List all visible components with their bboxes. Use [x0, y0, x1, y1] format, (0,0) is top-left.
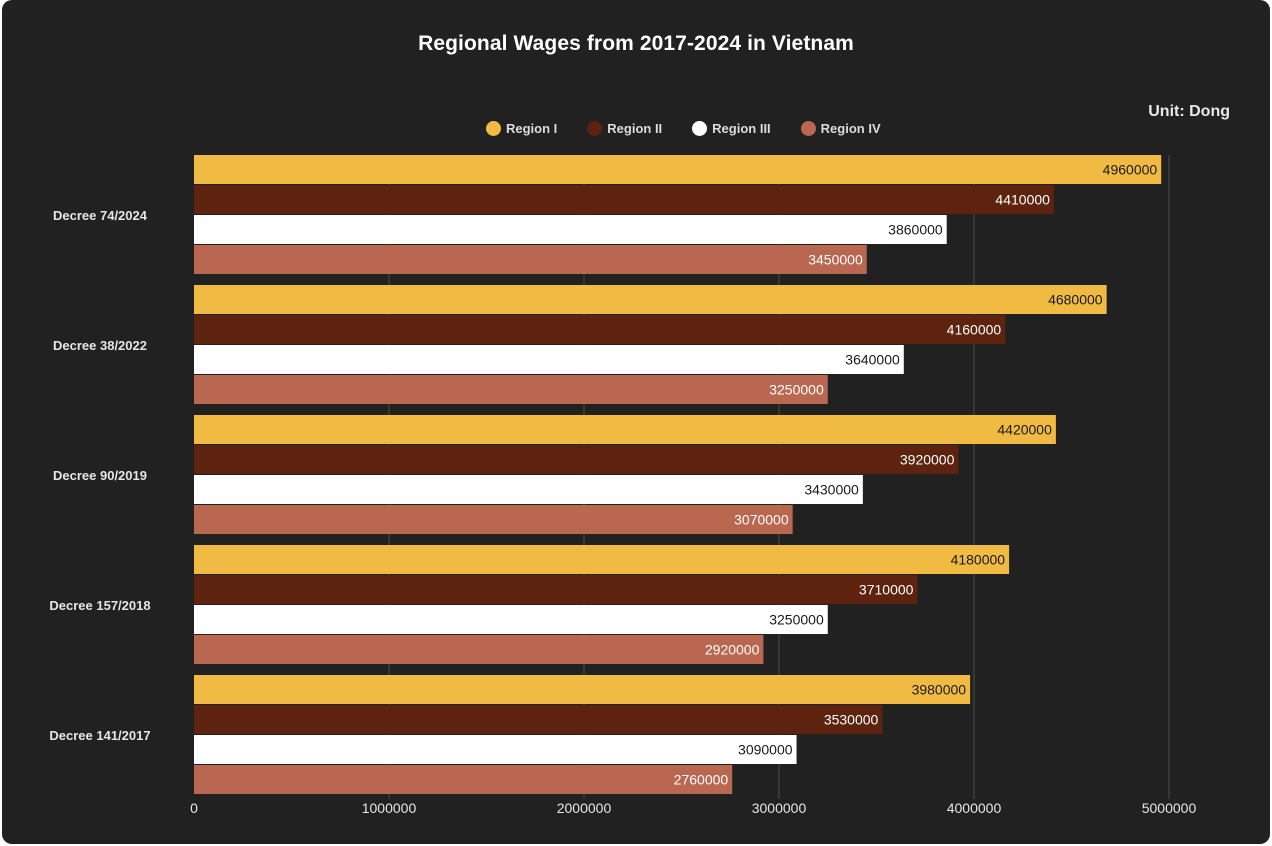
- category-label: Decree 38/2022: [53, 338, 147, 353]
- data-label: 4420000: [997, 422, 1052, 438]
- bar: [194, 285, 1107, 314]
- legend-item[interactable]: Region I: [486, 120, 558, 136]
- x-tick-label: 4000000: [947, 800, 1002, 816]
- bar: [194, 765, 733, 794]
- legend-swatch: [486, 120, 501, 136]
- bar: [194, 345, 904, 374]
- data-label: 3980000: [912, 682, 967, 698]
- bar: [194, 185, 1054, 214]
- bar: [194, 605, 828, 634]
- data-label: 3430000: [804, 482, 859, 498]
- bar: [194, 415, 1056, 444]
- legend-item[interactable]: Region III: [692, 120, 771, 136]
- x-tick-label: 0: [190, 800, 198, 816]
- data-label: 3710000: [859, 582, 914, 598]
- bar: [194, 375, 828, 404]
- bar: [194, 155, 1162, 184]
- data-label: 3090000: [738, 742, 793, 758]
- category-label: Decree 74/2024: [53, 208, 148, 223]
- category-label: Decree 157/2018: [49, 598, 150, 613]
- bar: [194, 445, 959, 474]
- legend-item[interactable]: Region IV: [800, 120, 881, 136]
- data-label: 4180000: [951, 552, 1006, 568]
- category-label: Decree 90/2019: [53, 468, 147, 483]
- bar: [194, 675, 971, 704]
- bar: [194, 315, 1006, 344]
- legend-swatch: [800, 120, 816, 136]
- bar: [194, 245, 867, 274]
- data-label: 3450000: [808, 252, 863, 268]
- bar: [194, 545, 1010, 574]
- data-label: 3250000: [769, 612, 824, 628]
- data-label: 2760000: [674, 772, 729, 788]
- data-label: 3530000: [824, 712, 879, 728]
- data-label: 4160000: [947, 322, 1002, 338]
- chart-legend: Region I Region II Region III Region IV: [486, 118, 911, 138]
- data-label: 3070000: [734, 512, 789, 528]
- bar: [194, 505, 793, 534]
- legend-label: Region IV: [820, 120, 881, 136]
- legend-swatch: [587, 120, 603, 136]
- bar: [194, 215, 947, 244]
- bar: [194, 475, 863, 504]
- legend-item[interactable]: Region II: [587, 120, 663, 136]
- data-label: 4680000: [1048, 292, 1103, 308]
- data-label: 3860000: [888, 222, 943, 238]
- bar: [194, 735, 797, 764]
- data-label: 2920000: [705, 642, 760, 658]
- data-label: 3250000: [769, 382, 824, 398]
- x-tick-label: 2000000: [557, 800, 612, 816]
- data-label: 4410000: [995, 192, 1050, 208]
- x-tick-label: 3000000: [752, 800, 807, 816]
- bar: [194, 635, 764, 664]
- category-label: Decree 141/2017: [49, 728, 150, 743]
- legend-label: Region II: [607, 120, 663, 136]
- data-label: 3920000: [900, 452, 955, 468]
- legend-label: Region III: [712, 120, 771, 136]
- unit-label: Unit: Dong: [1148, 103, 1230, 120]
- data-label: 3640000: [845, 352, 900, 368]
- bar: [194, 705, 883, 734]
- data-label: 4960000: [1103, 162, 1158, 178]
- bar: [194, 575, 918, 604]
- legend-swatch: [692, 120, 708, 136]
- chart-title: Regional Wages from 2017-2024 in Vietnam: [418, 32, 854, 55]
- x-tick-label: 1000000: [362, 800, 417, 816]
- x-tick-label: 5000000: [1142, 800, 1197, 816]
- legend-label: Region I: [506, 120, 558, 136]
